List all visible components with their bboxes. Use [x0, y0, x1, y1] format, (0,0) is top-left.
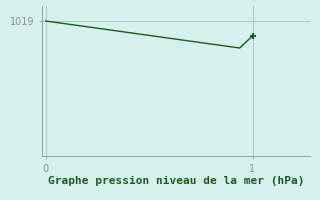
X-axis label: Graphe pression niveau de la mer (hPa): Graphe pression niveau de la mer (hPa) — [48, 176, 304, 186]
